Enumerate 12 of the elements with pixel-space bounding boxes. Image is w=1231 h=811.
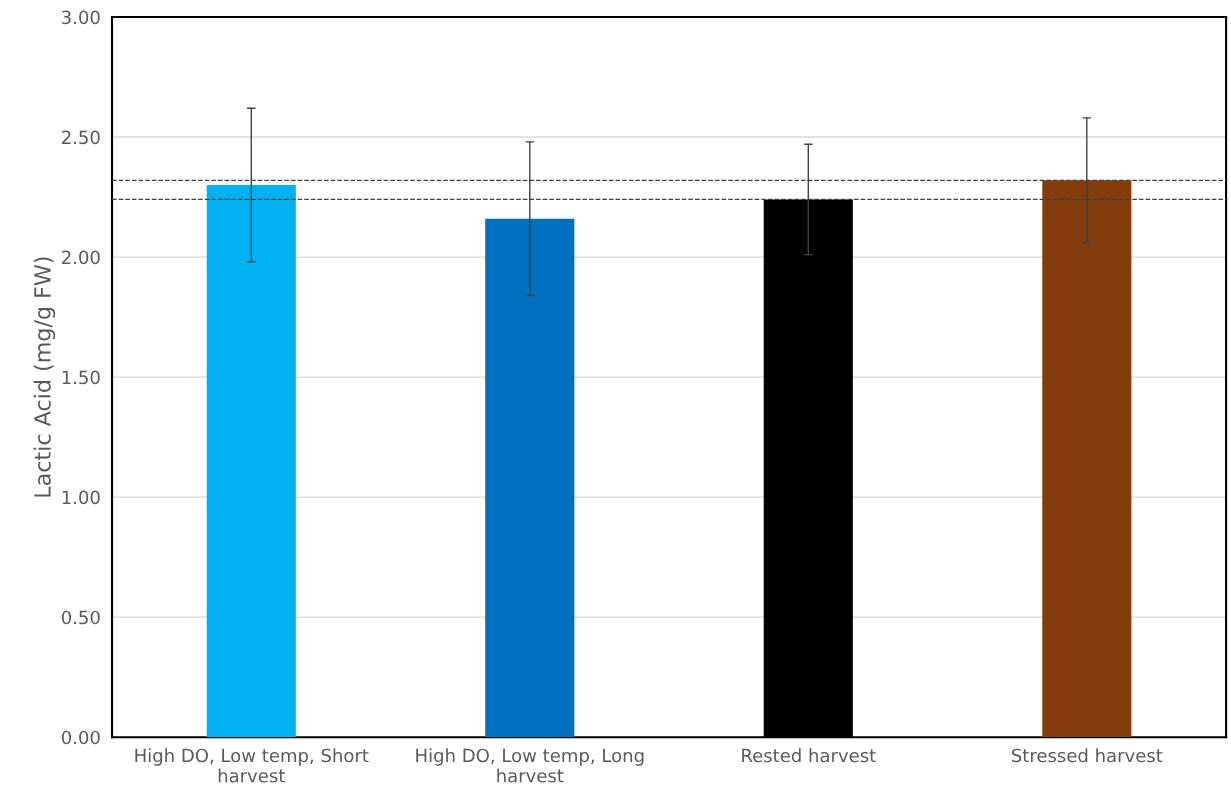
y-tick-label: 3.00 [62,10,100,25]
y-axis-title: Lactic Acid (mg/g FW) [33,257,56,497]
y-tick-label: 0.50 [61,610,100,625]
y-tick-label: 1.50 [62,370,100,385]
y-tick-label: 2.00 [62,250,100,265]
x-tick-label: High DO, Low temp, Long harvest [416,748,644,783]
x-tick-label: Stressed harvest [1012,748,1163,763]
x-tick-label: High DO, Low temp, Short harvest [135,748,369,783]
x-tick-label: Rested harvest [742,748,876,763]
y-tick-label: 2.50 [62,130,100,145]
y-tick-label: 0.00 [61,730,100,745]
y-tick-label: 1.00 [62,490,100,505]
